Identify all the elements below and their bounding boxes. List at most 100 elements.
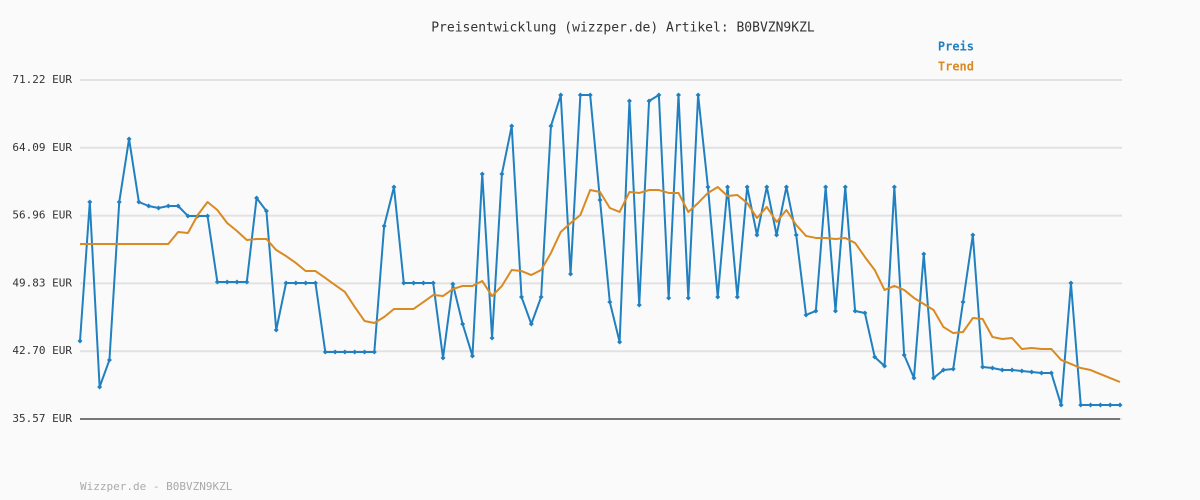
data-point xyxy=(273,327,279,333)
data-point xyxy=(921,251,927,257)
data-point xyxy=(940,367,946,373)
data-point xyxy=(303,280,309,286)
data-point xyxy=(283,280,289,286)
data-point xyxy=(205,213,211,219)
data-point xyxy=(352,349,358,355)
data-point xyxy=(882,363,888,369)
data-point xyxy=(97,384,103,390)
y-tick-label: 56.96 EUR xyxy=(12,209,72,222)
data-point xyxy=(1058,402,1064,408)
data-point xyxy=(519,294,525,300)
legend-label: Preis xyxy=(938,40,974,54)
data-point xyxy=(823,184,829,190)
data-point xyxy=(126,136,132,142)
data-point xyxy=(705,184,711,190)
data-point xyxy=(106,357,112,363)
data-point xyxy=(901,352,907,358)
data-point xyxy=(499,171,505,177)
data-point xyxy=(793,232,799,238)
data-point xyxy=(1048,370,1054,376)
data-point xyxy=(617,339,623,345)
data-point xyxy=(891,184,897,190)
data-point xyxy=(362,349,368,355)
data-point xyxy=(872,354,878,360)
data-point xyxy=(116,199,122,205)
data-point xyxy=(263,208,269,214)
data-point xyxy=(1107,402,1113,408)
data-point xyxy=(136,199,142,205)
data-point xyxy=(224,279,230,285)
data-point xyxy=(1078,402,1084,408)
data-point xyxy=(1009,367,1015,373)
data-point xyxy=(234,279,240,285)
data-point xyxy=(999,367,1005,373)
data-point xyxy=(636,302,642,308)
data-point xyxy=(950,366,956,372)
data-point xyxy=(1039,370,1045,376)
data-point xyxy=(597,197,603,203)
data-point xyxy=(695,92,701,98)
data-point xyxy=(1019,368,1025,374)
data-point xyxy=(87,199,93,205)
y-tick-label: 71.22 EUR xyxy=(12,73,72,86)
legend-label: Trend xyxy=(938,60,974,74)
data-point xyxy=(774,232,780,238)
data-point xyxy=(685,295,691,301)
data-point xyxy=(577,92,583,98)
data-point xyxy=(440,355,446,361)
data-point xyxy=(1097,402,1103,408)
data-point xyxy=(214,279,220,285)
data-point xyxy=(715,294,721,300)
y-tick-label: 64.09 EUR xyxy=(12,141,72,154)
data-point xyxy=(1088,402,1094,408)
data-point xyxy=(420,280,426,286)
data-point xyxy=(381,223,387,229)
data-point xyxy=(322,349,328,355)
data-point xyxy=(479,171,485,177)
data-point xyxy=(332,349,338,355)
data-point xyxy=(401,280,407,286)
data-point xyxy=(254,195,260,201)
data-point xyxy=(744,184,750,190)
data-point xyxy=(568,271,574,277)
data-point xyxy=(342,349,348,355)
data-point xyxy=(852,308,858,314)
data-point xyxy=(1029,369,1035,375)
series-line xyxy=(79,94,1120,407)
data-point xyxy=(450,281,456,287)
data-point xyxy=(185,213,191,219)
data-point xyxy=(783,184,789,190)
data-point xyxy=(764,184,770,190)
data-point xyxy=(77,338,83,344)
data-point xyxy=(734,294,740,300)
data-point xyxy=(312,280,318,286)
data-point xyxy=(1117,402,1123,408)
data-point xyxy=(960,299,966,305)
data-point xyxy=(675,92,681,98)
data-point xyxy=(155,205,161,211)
data-point xyxy=(469,353,475,359)
series-line xyxy=(80,185,1121,383)
y-tick-label: 35.57 EUR xyxy=(12,412,72,425)
data-point xyxy=(1068,280,1074,286)
data-point xyxy=(460,321,466,327)
y-tick-label: 49.83 EUR xyxy=(12,276,72,289)
data-point xyxy=(430,280,436,286)
y-tick-label: 42.70 EUR xyxy=(12,344,72,357)
data-point xyxy=(980,364,986,370)
data-point xyxy=(244,279,250,285)
data-point xyxy=(862,310,868,316)
data-point xyxy=(587,92,593,98)
data-point xyxy=(656,92,662,98)
data-point xyxy=(607,299,613,305)
data-point xyxy=(970,232,976,238)
data-point xyxy=(666,295,672,301)
data-point xyxy=(832,308,838,314)
data-point xyxy=(558,92,564,98)
data-point xyxy=(931,375,937,381)
data-point xyxy=(842,184,848,190)
data-point xyxy=(989,365,995,371)
data-point xyxy=(725,184,731,190)
